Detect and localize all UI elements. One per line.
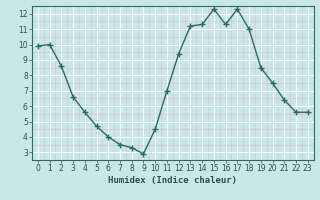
- X-axis label: Humidex (Indice chaleur): Humidex (Indice chaleur): [108, 176, 237, 185]
